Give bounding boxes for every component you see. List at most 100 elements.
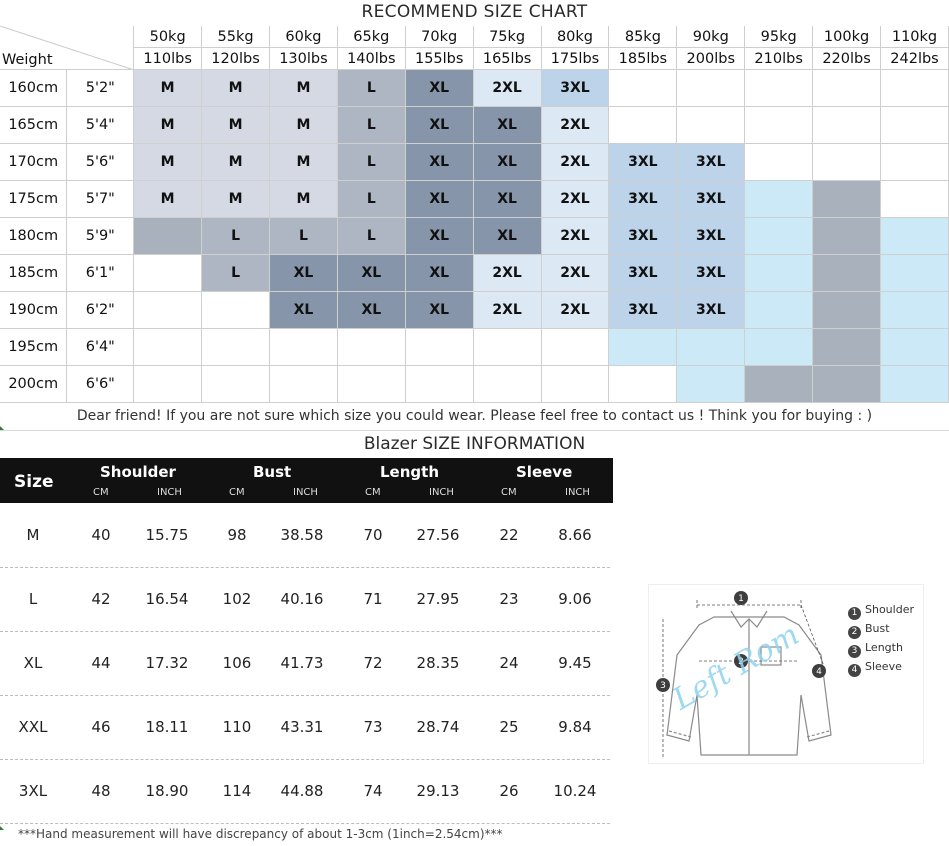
- size-cell: [744, 328, 814, 366]
- size-cell: [268, 365, 338, 403]
- measurement-header-bar: Size Shoulder Bust Length Sleeve CM INCH…: [0, 458, 613, 503]
- diagram-legend: 1 Shoulder 2 Bust 3 Length 4 Sleeve: [848, 601, 914, 677]
- size-cell: M: [268, 69, 338, 107]
- size-cell: [744, 106, 814, 144]
- height-cm: 185cm: [0, 254, 68, 292]
- legend-item: 3 Length: [848, 639, 914, 658]
- size-cell: M: [201, 106, 270, 144]
- size-cell: [812, 143, 881, 181]
- size-cell: 3XL: [676, 217, 746, 255]
- size-cell: [744, 180, 814, 218]
- size-cell: XL: [336, 254, 406, 292]
- measurement-row: XL 44 17.32 106 41.73 72 28.35 24 9.45: [0, 631, 610, 696]
- size-cell: XL: [404, 217, 474, 255]
- height-ft: 5'6": [66, 143, 135, 181]
- size-header: Size: [14, 472, 54, 492]
- measurement-value: 28.35: [416, 654, 460, 672]
- weight-kg-header: 55kg: [201, 26, 270, 48]
- weight-kg-header: 70kg: [404, 26, 474, 48]
- size-cell: 2XL: [540, 254, 610, 292]
- size-name: M: [26, 526, 40, 544]
- legend-item: 4 Sleeve: [848, 658, 914, 677]
- height-row: 185cm 6'1" L XL XL XL 2XL 2XL 3XL 3XL: [0, 254, 949, 292]
- weight-lbs-header: 210lbs: [744, 47, 814, 70]
- weight-kg-header: 75kg: [472, 26, 542, 48]
- size-cell: [676, 328, 746, 366]
- size-cell: 2XL: [540, 143, 610, 181]
- size-cell: [880, 254, 949, 292]
- measurement-value: 106: [222, 654, 252, 672]
- height-ft: 5'7": [66, 180, 135, 218]
- size-cell: [880, 69, 949, 107]
- height-cm: 180cm: [0, 217, 68, 255]
- unit-inch: INCH: [565, 487, 590, 498]
- unit-inch: INCH: [429, 487, 454, 498]
- measurement-value: 44.88: [280, 782, 324, 800]
- size-cell: XL: [404, 254, 474, 292]
- height-cm: 160cm: [0, 69, 68, 107]
- height-cm: 200cm: [0, 365, 68, 403]
- measurement-value: 10.24: [553, 782, 597, 800]
- size-cell: [744, 291, 814, 329]
- size-cell: [676, 69, 746, 107]
- size-cell: [201, 328, 270, 366]
- measurement-value: 9.06: [558, 590, 592, 608]
- height-ft: 6'4": [66, 328, 135, 366]
- size-cell: L: [336, 69, 406, 107]
- size-cell: [472, 328, 542, 366]
- measurement-row: XXL 46 18.11 110 43.31 73 28.74 25 9.84: [0, 695, 610, 760]
- size-cell: [133, 217, 203, 255]
- size-cell: [744, 143, 814, 181]
- unit-cm: CM: [229, 487, 245, 498]
- recommend-size-table: Weight 50kg 55kg 60kg 65kg 70kg 75kg 80kg 85kg 9…: [0, 26, 949, 403]
- size-cell: M: [133, 106, 203, 144]
- size-cell: 3XL: [676, 291, 746, 329]
- size-cell: [540, 365, 610, 403]
- size-cell: [880, 180, 949, 218]
- size-cell: [133, 254, 203, 292]
- size-cell: L: [268, 217, 338, 255]
- size-cell: M: [133, 180, 203, 218]
- size-cell: [880, 365, 949, 403]
- unit-cm: CM: [501, 487, 517, 498]
- measurement-value: 9.84: [558, 718, 592, 736]
- weight-kg-header: 110kg: [880, 26, 949, 48]
- measurement-value: 27.56: [416, 526, 460, 544]
- measurement-value: 46: [91, 718, 111, 736]
- size-cell: [540, 328, 610, 366]
- size-cell: [472, 365, 542, 403]
- size-cell: [133, 328, 203, 366]
- size-cell: [744, 69, 814, 107]
- unit-cm: CM: [365, 487, 381, 498]
- size-name: XL: [23, 654, 43, 672]
- measurement-value: 25: [499, 718, 519, 736]
- size-cell: 3XL: [676, 143, 746, 181]
- size-cell: [676, 106, 746, 144]
- height-ft: 6'6": [66, 365, 135, 403]
- measurement-value: 40: [91, 526, 111, 544]
- size-cell: L: [336, 143, 406, 181]
- size-cell: XL: [404, 180, 474, 218]
- unit-cm: CM: [93, 487, 109, 498]
- weight-lbs-header: 140lbs: [336, 47, 406, 70]
- weight-kg-header: 65kg: [336, 26, 406, 48]
- size-cell: [608, 328, 678, 366]
- weight-lbs-header: 220lbs: [812, 47, 881, 70]
- size-cell: 3XL: [608, 180, 678, 218]
- weight-lbs-header: 155lbs: [404, 47, 474, 70]
- height-ft: 5'9": [66, 217, 135, 255]
- svg-text:3: 3: [660, 681, 666, 691]
- size-cell: [812, 328, 881, 366]
- weight-lbs-header: 242lbs: [880, 47, 949, 70]
- size-cell: [744, 254, 814, 292]
- size-cell: M: [268, 180, 338, 218]
- size-cell: 2XL: [472, 254, 542, 292]
- measurement-value: 73: [363, 718, 383, 736]
- size-cell: [608, 365, 678, 403]
- height-cm: 165cm: [0, 106, 68, 144]
- measurement-value: 70: [363, 526, 383, 544]
- weight-kg-header: 85kg: [608, 26, 678, 48]
- measurement-value: 29.13: [416, 782, 460, 800]
- legend-item: 2 Bust: [848, 620, 914, 639]
- size-cell: [133, 365, 203, 403]
